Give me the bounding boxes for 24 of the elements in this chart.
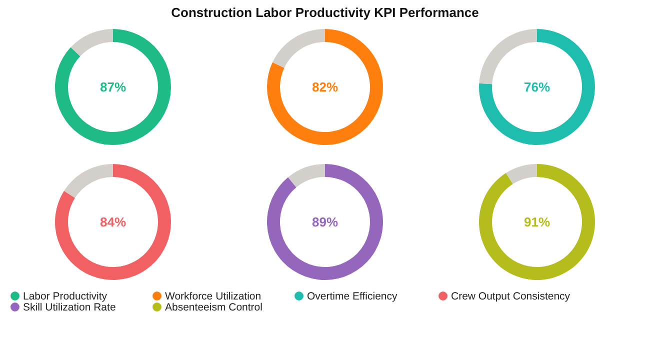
donut-slice [70, 29, 113, 56]
legend-label: Crew Output Consistency [451, 290, 571, 303]
donut-slice [479, 29, 595, 145]
donut-slice [267, 29, 383, 145]
data-label: 87% [100, 80, 126, 95]
chart-title: Construction Labor Productivity KPI Performance [171, 5, 479, 20]
donut-slice [479, 164, 595, 280]
legend-label: Absenteeism Control [165, 302, 262, 314]
data-label: 89% [312, 214, 338, 230]
donut-slice [267, 164, 383, 280]
data-label: 76% [524, 80, 550, 95]
donut-slice [64, 164, 113, 198]
legend-label: Skill Utilization Rate [23, 302, 116, 314]
data-label: 84% [100, 214, 126, 230]
legend-label: Labor Productivity [23, 290, 108, 303]
data-label: 82% [312, 80, 338, 95]
data-label: 91% [524, 214, 550, 230]
donut-slice [288, 164, 325, 188]
donut-slice [272, 29, 325, 68]
donut-slice [55, 164, 171, 280]
legend-label: Workforce Utilization [165, 290, 262, 303]
donut-slice [55, 29, 171, 145]
donut-slice [506, 164, 537, 184]
legend-label: Overtime Efficiency [307, 290, 398, 303]
